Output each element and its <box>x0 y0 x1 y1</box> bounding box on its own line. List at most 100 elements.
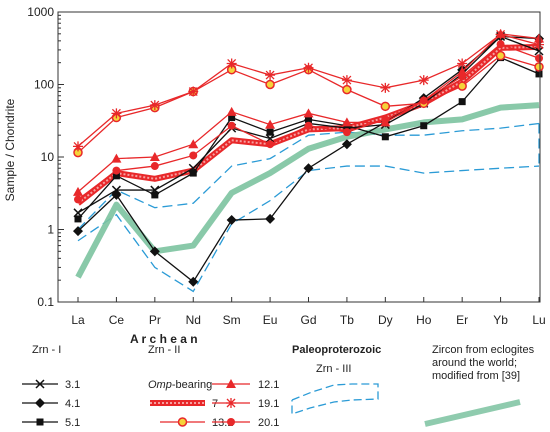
axes: 0.1 1 10 100 1000 La Ce Pr Nd Sm Eu Gd Tb Dy Ho Er Yb Lu <box>27 5 545 327</box>
legend-ref-line3: modified from [39] <box>432 370 520 382</box>
marker-diamond <box>265 213 276 224</box>
marker-star <box>226 58 237 69</box>
marker-circle-yellow <box>265 79 275 90</box>
marker-star <box>188 86 199 97</box>
x-tick-label: Lu <box>532 313 545 327</box>
marker-circle-red <box>496 40 505 49</box>
legend-symbols <box>22 379 521 427</box>
x-tick-label: Pr <box>149 313 161 327</box>
marker-circle-yellow <box>457 81 467 91</box>
marker-star <box>226 398 236 408</box>
series-lines <box>73 28 544 287</box>
marker-square <box>381 133 389 141</box>
legend-label-7: 7 <box>212 398 218 410</box>
marker-square <box>458 98 466 106</box>
marker-star <box>111 108 122 119</box>
marker-triangle <box>73 186 83 196</box>
series-20-1 <box>74 40 543 204</box>
marker-triangle <box>149 152 160 161</box>
legend-ref-line2: around the world; <box>432 357 517 369</box>
y-tick-label: 10 <box>41 150 55 164</box>
x-tick-label: Nd <box>186 313 201 327</box>
legend-label-12-1: 12.1 <box>258 379 279 391</box>
x-tick-label: La <box>71 313 85 327</box>
marker-square <box>266 128 274 136</box>
marker-circle-red <box>227 418 235 426</box>
marker-triangle <box>265 119 276 129</box>
marker-star <box>341 75 352 86</box>
marker-diamond <box>73 226 83 237</box>
y-tick-label: 0.1 <box>37 295 54 309</box>
x-tick-label: Dy <box>378 313 393 327</box>
legend-label-20-1: 20.1 <box>258 417 279 429</box>
zrn-iii-band <box>77 122 540 293</box>
series-19-1 <box>73 29 544 152</box>
marker-square <box>189 169 197 177</box>
marker-square <box>420 122 428 130</box>
zrn-iii-upper-line <box>77 122 540 230</box>
marker-circle-red <box>227 121 236 130</box>
legend-omp-italic: Omp <box>148 379 172 391</box>
marker-diamond <box>149 246 160 257</box>
marker-star <box>380 82 391 93</box>
x-tick-label: Er <box>456 313 468 327</box>
legend-omp-label: Omp-bearing <box>148 379 212 391</box>
marker-circle-red <box>266 140 275 149</box>
marker-square <box>151 191 159 199</box>
marker-circle-yellow <box>380 101 391 112</box>
y-axis-label: Sample / Chondrite <box>3 98 17 201</box>
legend-paleo-title: Paleoproterozoic <box>292 344 381 356</box>
marker-square <box>305 115 312 123</box>
marker-star <box>149 100 160 111</box>
marker-x <box>265 133 275 144</box>
marker-star <box>495 29 506 40</box>
marker-circle-red <box>150 162 159 171</box>
legend-label-19-1: 19.1 <box>258 398 279 410</box>
legend-label-3-1: 3.1 <box>65 379 80 391</box>
marker-circle-red <box>419 96 428 105</box>
marker-circle-red <box>74 195 82 204</box>
marker-square <box>36 418 44 426</box>
x-tick-label: Sm <box>223 313 241 327</box>
x-tick-label: Tb <box>340 313 354 327</box>
series-5-1 <box>74 54 543 223</box>
x-tick-label: Gd <box>300 313 316 327</box>
marker-triangle <box>226 106 237 116</box>
marker-star <box>73 141 83 152</box>
marker-star <box>457 58 468 69</box>
legend-reference-line <box>424 399 521 427</box>
legend-omp-suffix: -bearing <box>172 379 212 391</box>
legend-zrn3-title: Zrn - III <box>316 363 351 375</box>
marker-x <box>35 379 45 389</box>
marker-diamond <box>35 398 45 408</box>
marker-circle-yellow <box>342 84 352 95</box>
marker-circle-yellow <box>495 50 506 61</box>
marker-triangle <box>226 379 236 388</box>
marker-square <box>535 70 543 78</box>
marker-diamond <box>303 163 314 174</box>
marker-circle-red <box>381 115 390 124</box>
marker-square <box>228 114 236 122</box>
x-tick-label: Ce <box>109 313 125 327</box>
y-tick-label: 100 <box>34 78 54 92</box>
marker-square <box>74 215 82 223</box>
legend-zrn2-title: Zrn - II <box>148 344 180 356</box>
marker-circle-red <box>342 128 351 137</box>
marker-triangle <box>534 33 544 43</box>
marker-triangle <box>303 108 314 118</box>
marker-star <box>303 62 314 73</box>
series-line <box>77 56 540 220</box>
y-tick-label: 1 <box>47 223 54 237</box>
marker-circle-red <box>458 72 467 81</box>
x-tick-label: Yb <box>493 313 508 327</box>
x-tick-label: Ho <box>416 313 432 327</box>
marker-square <box>112 172 120 180</box>
marker-circle-red <box>535 54 543 63</box>
marker-diamond <box>111 189 122 200</box>
marker-star <box>534 39 544 50</box>
legend-label-4-1: 4.1 <box>65 398 80 410</box>
y-tick-label: 1000 <box>27 5 54 19</box>
marker-diamond <box>226 215 237 226</box>
x-tick-label: Eu <box>263 313 278 327</box>
